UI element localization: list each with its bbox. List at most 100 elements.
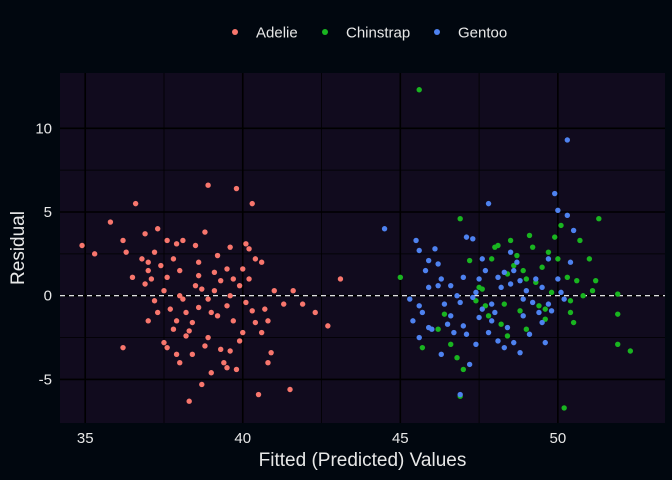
data-point-gentoo	[451, 329, 457, 336]
data-point-gentoo	[561, 296, 567, 302]
data-point-chinstrap	[460, 366, 467, 373]
data-point-chinstrap	[454, 354, 460, 361]
data-point-gentoo	[476, 276, 482, 282]
data-point-gentoo	[470, 294, 476, 301]
data-point-gentoo	[507, 249, 514, 255]
data-point-adelie	[161, 339, 167, 346]
data-point-gentoo	[485, 329, 492, 336]
data-point-adelie	[255, 391, 262, 398]
data-point-gentoo	[448, 282, 454, 289]
data-point-adelie	[186, 328, 192, 334]
data-point-gentoo	[501, 344, 507, 351]
legend-key-gentoo	[434, 29, 440, 35]
data-point-adelie	[246, 246, 252, 252]
data-point-adelie	[230, 276, 237, 282]
data-point-gentoo	[545, 301, 552, 307]
data-point-adelie	[205, 334, 211, 341]
data-point-chinstrap	[498, 321, 504, 327]
data-point-chinstrap	[586, 256, 593, 262]
data-point-adelie	[183, 309, 189, 316]
data-point-chinstrap	[555, 256, 561, 262]
data-point-adelie	[139, 256, 145, 262]
data-point-gentoo	[457, 299, 463, 306]
data-point-chinstrap	[419, 344, 426, 351]
data-point-chinstrap	[526, 232, 533, 239]
data-point-gentoo	[419, 309, 426, 316]
y-axis-tick-labels: -5 0 5 10	[35, 120, 52, 388]
data-point-adelie	[281, 301, 287, 307]
data-point-adelie	[195, 272, 202, 279]
data-point-adelie	[180, 237, 186, 244]
data-point-adelie	[154, 226, 161, 232]
data-point-gentoo	[432, 246, 438, 252]
data-point-adelie	[177, 293, 183, 299]
data-point-gentoo	[548, 308, 555, 314]
data-point-adelie	[202, 229, 208, 235]
data-point-gentoo	[463, 234, 470, 240]
data-point-chinstrap	[441, 311, 448, 317]
data-point-gentoo	[457, 391, 463, 398]
data-point-chinstrap	[548, 289, 555, 296]
data-point-adelie	[167, 306, 173, 312]
data-point-chinstrap	[536, 303, 542, 309]
data-point-chinstrap	[574, 277, 580, 284]
data-point-adelie	[243, 241, 249, 247]
data-point-gentoo	[507, 281, 514, 287]
data-point-adelie	[246, 276, 252, 282]
x-tick-label: 45	[392, 430, 409, 447]
data-point-adelie	[224, 365, 230, 371]
data-point-gentoo	[429, 326, 435, 332]
data-point-chinstrap	[529, 244, 536, 250]
data-point-gentoo	[552, 190, 558, 197]
data-point-gentoo	[511, 339, 517, 346]
data-point-adelie	[262, 306, 268, 312]
data-point-adelie	[151, 298, 158, 304]
data-point-gentoo	[381, 226, 388, 232]
data-point-chinstrap	[567, 309, 574, 316]
data-point-adelie	[258, 259, 265, 265]
data-point-adelie	[230, 318, 237, 324]
data-point-gentoo	[448, 313, 454, 319]
data-point-gentoo	[539, 319, 545, 326]
data-point-gentoo	[495, 338, 501, 344]
data-point-adelie	[205, 182, 211, 188]
data-point-gentoo	[416, 334, 422, 341]
data-point-chinstrap	[564, 274, 571, 281]
legend-key-chinstrap	[322, 29, 328, 35]
data-point-gentoo	[520, 313, 526, 319]
data-point-chinstrap	[589, 288, 596, 294]
data-point-adelie	[189, 319, 196, 326]
y-tick-label: 5	[44, 204, 52, 221]
data-point-gentoo	[504, 324, 511, 331]
data-point-gentoo	[463, 331, 470, 337]
x-axis-tick-labels: 35 40 45 50	[77, 430, 566, 447]
data-point-chinstrap	[479, 286, 485, 292]
data-point-gentoo	[479, 256, 485, 262]
data-point-chinstrap	[507, 237, 514, 244]
data-point-gentoo	[407, 296, 413, 302]
data-point-adelie	[240, 266, 246, 272]
series-chinstrap	[397, 87, 634, 411]
data-point-adelie	[221, 360, 227, 366]
data-point-gentoo	[438, 276, 444, 282]
data-point-adelie	[142, 231, 148, 237]
data-point-gentoo	[488, 318, 495, 324]
data-point-gentoo	[435, 261, 441, 267]
data-point-adelie	[214, 252, 221, 259]
data-point-adelie	[252, 256, 259, 262]
data-point-adelie	[189, 351, 196, 358]
data-point-gentoo	[517, 349, 523, 356]
data-point-adelie	[91, 251, 98, 257]
plot-panel	[60, 73, 665, 423]
data-point-adelie	[195, 304, 202, 311]
data-point-gentoo	[413, 237, 419, 244]
data-point-gentoo	[526, 331, 533, 337]
data-point-gentoo	[482, 267, 489, 274]
data-point-chinstrap	[466, 257, 473, 264]
data-point-gentoo	[416, 303, 422, 309]
data-point-chinstrap	[592, 277, 599, 284]
data-point-adelie	[249, 308, 255, 314]
data-point-adelie	[325, 323, 331, 329]
legend-label-chinstrap: Chinstrap	[346, 25, 410, 42]
data-point-adelie	[186, 398, 192, 404]
